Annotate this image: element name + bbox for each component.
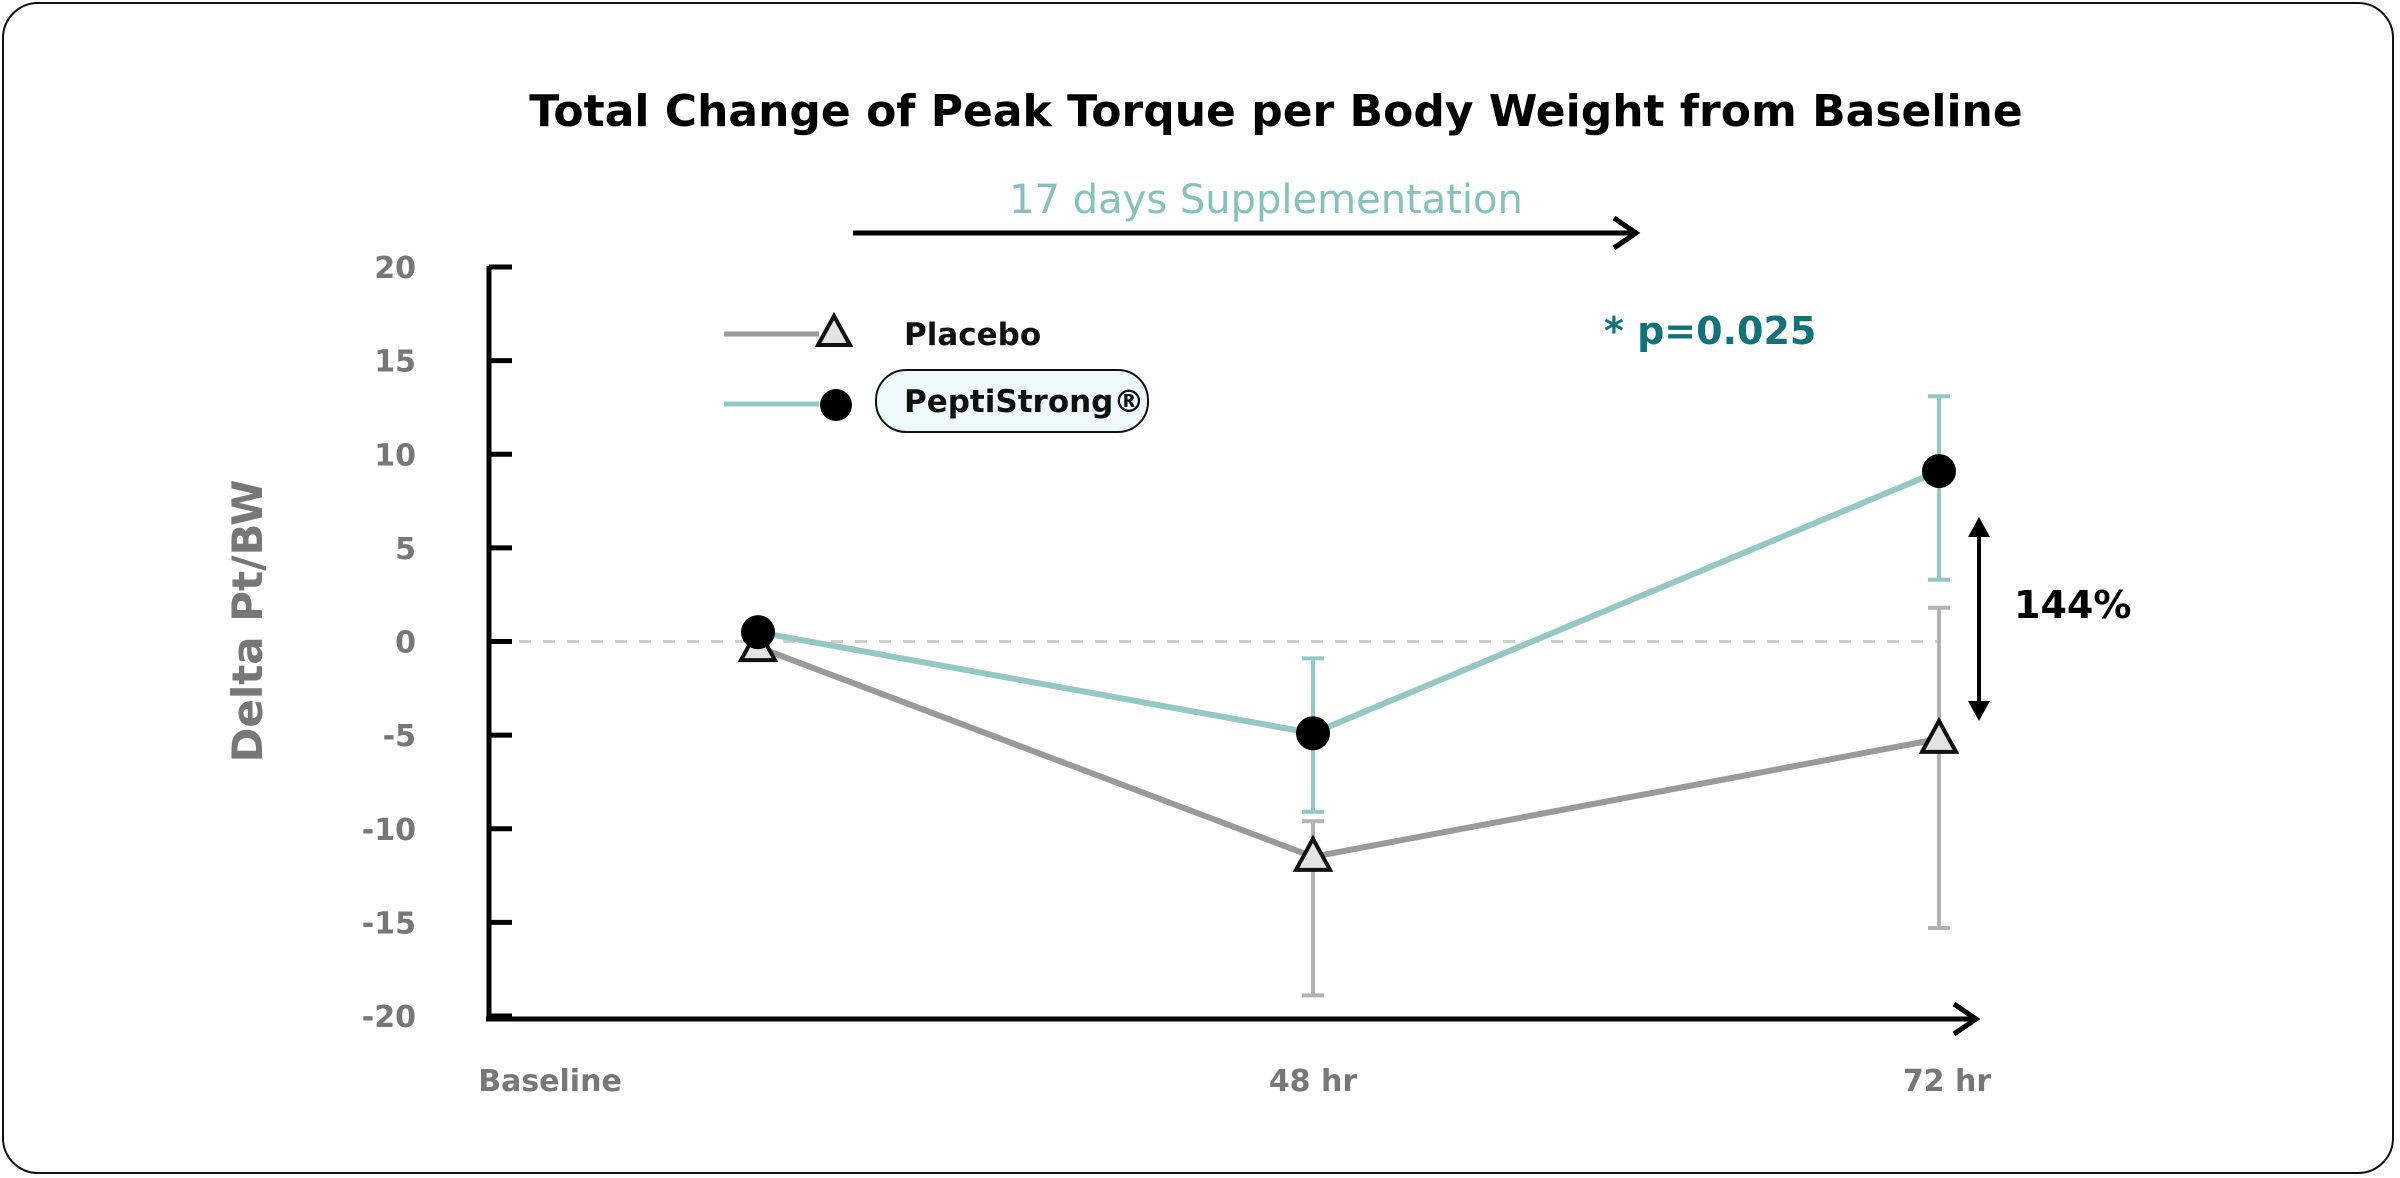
- legend-label-placebo: Placebo: [904, 317, 1041, 353]
- legend-item-placebo: Placebo: [724, 311, 1041, 353]
- data-point-triangle: [1292, 834, 1334, 872]
- y-tick-label: -15: [362, 906, 416, 941]
- chart: Total Change of Peak Torque per Body Wei…: [223, 86, 2131, 1099]
- x-tick-label: 48 hr: [1269, 1064, 1358, 1099]
- error-bar: [1928, 605, 1950, 930]
- series-line: [756, 644, 1940, 860]
- legend: Placebo PeptiStrong®: [724, 311, 1149, 433]
- difference-arrow: [1968, 517, 1990, 721]
- series-line: [757, 468, 1941, 737]
- series-placebo: [737, 605, 1960, 998]
- p-value-annotation: * p=0.025: [1604, 309, 1816, 353]
- legend-label-peptistrong: PeptiStrong®: [904, 384, 1144, 420]
- data-point-circle: [1922, 454, 1956, 489]
- data-point-triangle: [1918, 716, 1960, 754]
- y-tick-label: 15: [374, 345, 416, 380]
- legend-item-peptistrong: PeptiStrong®: [724, 369, 1149, 433]
- y-tick-label: 0: [395, 626, 416, 661]
- x-tick-label: 72 hr: [1903, 1064, 1992, 1099]
- y-tick-label: -10: [362, 813, 416, 848]
- circle-marker-icon: [820, 389, 852, 421]
- y-tick-label: 5: [395, 532, 416, 567]
- y-tick-label: -5: [383, 719, 416, 754]
- data-point-circle: [741, 615, 775, 650]
- difference-annotation: 144%: [2014, 583, 2131, 627]
- x-axis: [486, 1001, 1981, 1037]
- triangle-marker-icon: [814, 311, 854, 347]
- series-peptistrong: [741, 394, 1956, 814]
- chart-title: Total Change of Peak Torque per Body Wei…: [529, 86, 2022, 137]
- y-tick-label: -20: [362, 1000, 416, 1035]
- supplementation-label: 17 days Supplementation: [1009, 177, 1523, 223]
- y-tick-label: 10: [374, 438, 416, 473]
- y-tick-label: 20: [374, 251, 416, 286]
- legend-highlight-box: [875, 369, 1149, 433]
- data-point-circle: [1296, 716, 1330, 751]
- y-axis-label: Delta Pt/BW: [223, 479, 272, 762]
- x-tick-label: Baseline: [478, 1064, 622, 1099]
- supplementation-arrow: [853, 215, 1641, 251]
